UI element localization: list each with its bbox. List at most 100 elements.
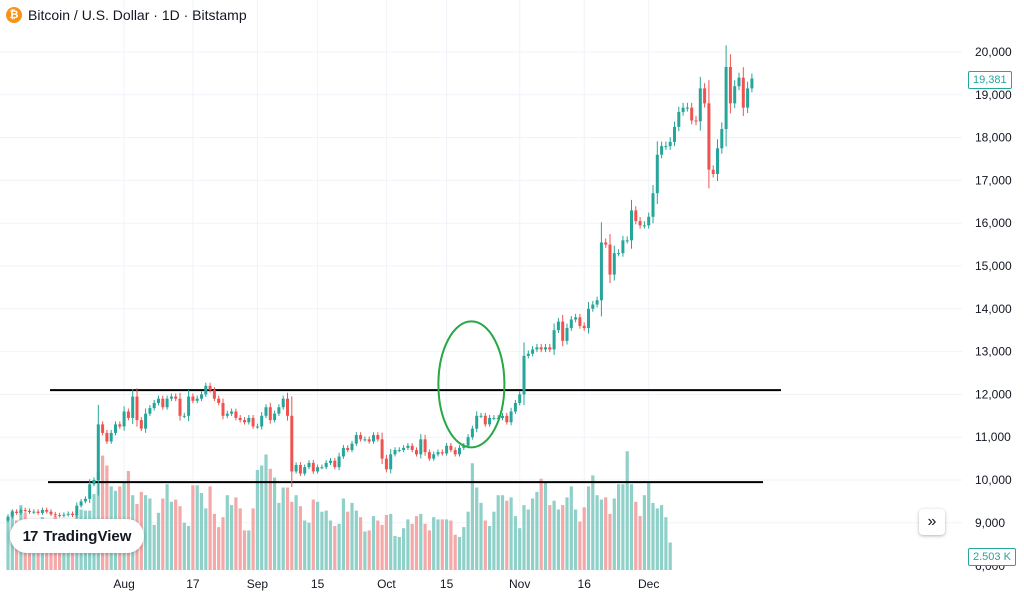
candle xyxy=(58,512,62,518)
candle-body xyxy=(105,432,109,442)
candle xyxy=(402,445,406,453)
candle-body xyxy=(630,210,633,241)
candle-body xyxy=(230,411,234,414)
candle-body xyxy=(707,103,711,170)
candle-body xyxy=(578,317,582,326)
candle xyxy=(53,511,57,517)
candle xyxy=(40,507,44,515)
time-axis[interactable]: Aug 17 Sep 15 Oct 15 Nov 16 Dec xyxy=(113,577,659,591)
candle xyxy=(393,447,397,457)
candle xyxy=(397,447,401,453)
candle-body xyxy=(268,407,272,421)
tradingview-logo[interactable]: 17 TradingView xyxy=(10,519,144,553)
candle-body xyxy=(187,396,191,416)
candle-body xyxy=(341,447,345,457)
candle-body xyxy=(617,253,621,255)
volume-bar xyxy=(298,506,302,570)
bitcoin-icon: ₿ xyxy=(6,7,22,23)
candle xyxy=(389,449,393,474)
candle xyxy=(565,323,569,345)
candle-body xyxy=(410,445,414,451)
candle xyxy=(634,206,638,225)
volume-bar xyxy=(242,530,247,570)
candle-body xyxy=(509,411,513,423)
volume-bar xyxy=(178,506,182,570)
candle xyxy=(152,399,156,411)
volume-bar xyxy=(402,528,406,570)
candle xyxy=(148,405,152,417)
candle-body xyxy=(733,86,737,104)
candle xyxy=(195,395,199,404)
candle-body xyxy=(208,385,212,391)
symbol-title[interactable]: Bitcoin / U.S. Dollar · 1D · Bitstamp xyxy=(28,7,247,23)
candle xyxy=(165,395,169,410)
candle xyxy=(621,235,625,257)
volume-bar xyxy=(513,516,517,570)
candle xyxy=(694,115,698,126)
candle-body xyxy=(479,415,483,417)
candle xyxy=(587,302,590,334)
volume-bar xyxy=(273,477,277,570)
candle xyxy=(681,102,685,116)
candle xyxy=(212,387,216,402)
price-axis[interactable]: 6,0009,00010,00011,00012,00013,00014,000… xyxy=(975,45,1012,573)
candle xyxy=(187,389,191,422)
volume-bar xyxy=(285,487,290,570)
candle xyxy=(238,415,242,423)
y-tick-label: 11,000 xyxy=(975,430,1011,444)
candle xyxy=(126,408,130,421)
candle xyxy=(264,404,268,419)
volume-bar xyxy=(586,486,591,570)
candle-body xyxy=(458,447,461,455)
volume-bar xyxy=(453,534,457,570)
candle xyxy=(488,414,492,427)
candle-body xyxy=(475,415,479,429)
volume-bar xyxy=(152,524,156,570)
candle xyxy=(191,393,195,404)
volume-badge: 2.503 K xyxy=(968,548,1016,566)
candle xyxy=(208,382,212,393)
candle-body xyxy=(582,325,586,329)
volume-bar xyxy=(101,455,105,570)
candle-body xyxy=(488,417,492,425)
candle xyxy=(728,54,732,114)
candle xyxy=(316,464,320,474)
candle-body xyxy=(466,437,470,446)
candle-body xyxy=(28,510,31,513)
candle xyxy=(466,434,470,449)
candle-body xyxy=(221,402,225,416)
y-tick-label: 12,000 xyxy=(975,387,1012,401)
candle-body xyxy=(161,398,165,408)
candle-body xyxy=(625,240,629,242)
candle xyxy=(698,76,702,131)
candle-body xyxy=(513,402,517,412)
candle-body xyxy=(200,394,203,399)
candle xyxy=(122,406,126,431)
scroll-to-realtime-button[interactable]: » xyxy=(919,509,945,535)
candle xyxy=(552,323,556,355)
volume-bar xyxy=(483,520,487,570)
candle xyxy=(182,412,186,419)
candle xyxy=(101,421,105,436)
candle-body xyxy=(393,450,397,455)
y-tick-label: 20,000 xyxy=(975,45,1012,59)
candle xyxy=(505,412,509,425)
volume-bar xyxy=(346,511,350,570)
candle-body xyxy=(604,242,608,245)
candle-body xyxy=(389,454,393,470)
candle-body xyxy=(303,467,307,474)
candle-body xyxy=(402,447,406,451)
candle xyxy=(685,102,689,112)
candle xyxy=(36,509,40,515)
candle xyxy=(561,314,565,347)
candle-body xyxy=(690,107,694,121)
candle-body xyxy=(217,398,221,403)
candle xyxy=(217,395,221,406)
candle xyxy=(161,395,165,410)
volume-bar xyxy=(156,512,161,570)
candle-body xyxy=(294,465,298,472)
candle-body xyxy=(470,428,474,438)
volume-bar xyxy=(406,519,410,570)
candle-body xyxy=(750,78,754,89)
